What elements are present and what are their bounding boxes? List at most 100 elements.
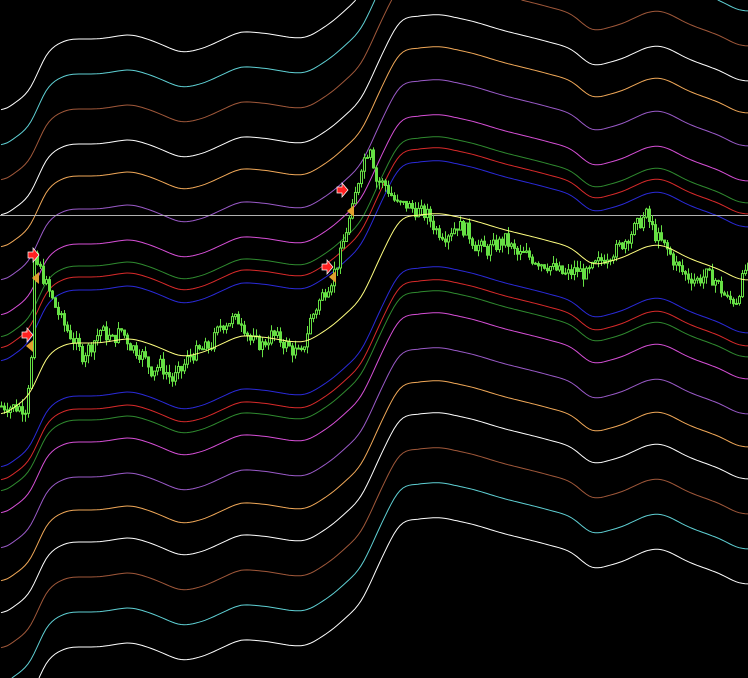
- band-lower-5: [0, 347, 748, 549]
- band-lower-9: [11, 482, 748, 678]
- candle-body: [537, 263, 540, 267]
- candle-body: [216, 326, 219, 334]
- candle-body: [672, 253, 675, 266]
- candle: [588, 265, 591, 274]
- candle-body: [153, 370, 156, 377]
- candle: [579, 260, 582, 272]
- candle: [453, 222, 456, 235]
- candle: [534, 261, 537, 265]
- candle: [396, 194, 399, 203]
- candle-body: [81, 346, 84, 363]
- candle: [291, 342, 294, 363]
- candle-body: [144, 351, 147, 358]
- candle: [201, 346, 204, 351]
- candle-body: [639, 217, 642, 229]
- candle: [84, 352, 87, 368]
- band-lower-4: [0, 312, 748, 514]
- candle: [81, 343, 84, 365]
- candle: [714, 278, 717, 293]
- candle-body: [699, 277, 702, 284]
- candle: [627, 239, 630, 251]
- candle: [558, 261, 561, 272]
- candle: [663, 239, 666, 246]
- candle: [690, 272, 693, 291]
- candle-body: [696, 277, 699, 281]
- candle: [420, 199, 423, 216]
- candle-body: [123, 329, 126, 336]
- candle-body: [75, 337, 78, 344]
- candle: [543, 264, 546, 270]
- candle-body: [366, 156, 369, 159]
- candle: [630, 231, 633, 249]
- candle-body: [453, 228, 456, 235]
- candle-body: [423, 205, 426, 219]
- candle-body: [69, 330, 72, 340]
- candle-body: [465, 222, 468, 236]
- band-upper-10: [0, 0, 357, 111]
- candle-body: [573, 267, 576, 276]
- candle: [654, 218, 657, 243]
- candle: [477, 239, 480, 257]
- candle-body: [534, 262, 537, 265]
- candle: [549, 265, 552, 276]
- candle-body: [111, 334, 114, 337]
- candle-body: [432, 220, 435, 231]
- candle-body: [390, 192, 393, 197]
- candle: [372, 147, 375, 169]
- candle: [723, 290, 726, 296]
- candle-body: [147, 356, 150, 368]
- candle: [186, 350, 189, 369]
- candle-body: [246, 332, 249, 337]
- candle-body: [456, 228, 459, 231]
- candle-body: [405, 200, 408, 209]
- candle: [378, 177, 381, 190]
- candle-body: [282, 341, 285, 349]
- candle: [303, 346, 306, 353]
- candle-body: [66, 324, 69, 332]
- candle-body: [105, 326, 108, 341]
- candle: [744, 264, 747, 276]
- candle: [135, 341, 138, 359]
- band-upper-4: [0, 114, 748, 316]
- candle: [339, 241, 342, 275]
- candle-body: [378, 180, 381, 183]
- candle: [507, 227, 510, 255]
- candle: [672, 251, 675, 271]
- candle: [504, 233, 507, 248]
- candle: [450, 227, 453, 242]
- candle: [516, 246, 519, 261]
- candle-body: [555, 263, 558, 271]
- candle: [555, 258, 558, 272]
- candle-body: [591, 261, 594, 269]
- candle: [675, 255, 678, 271]
- candle-body: [660, 232, 663, 241]
- candle-body: [492, 239, 495, 246]
- candle-body: [393, 195, 396, 201]
- candle-body: [429, 208, 432, 222]
- candle-body: [360, 170, 363, 185]
- candle: [705, 268, 708, 284]
- candle: [519, 244, 522, 261]
- candle-body: [159, 358, 162, 369]
- candle: [300, 345, 303, 352]
- candle-body: [51, 290, 54, 299]
- candle-body: [480, 240, 483, 246]
- candle-body: [576, 267, 579, 272]
- candle: [444, 231, 447, 247]
- candles: [0, 147, 748, 422]
- candle: [480, 238, 483, 253]
- candle-body: [528, 250, 531, 258]
- candle: [402, 200, 405, 205]
- candle: [726, 291, 729, 299]
- sell-arrow-icon: [27, 247, 40, 263]
- band-upper-2: [0, 147, 748, 349]
- candle: [441, 233, 444, 241]
- candle-body: [744, 269, 747, 275]
- candle-body: [318, 299, 321, 311]
- candle: [564, 267, 567, 276]
- candle: [213, 327, 216, 352]
- band-upper-8: [521, 0, 748, 47]
- candle-body: [102, 326, 105, 331]
- candle-body: [507, 233, 510, 247]
